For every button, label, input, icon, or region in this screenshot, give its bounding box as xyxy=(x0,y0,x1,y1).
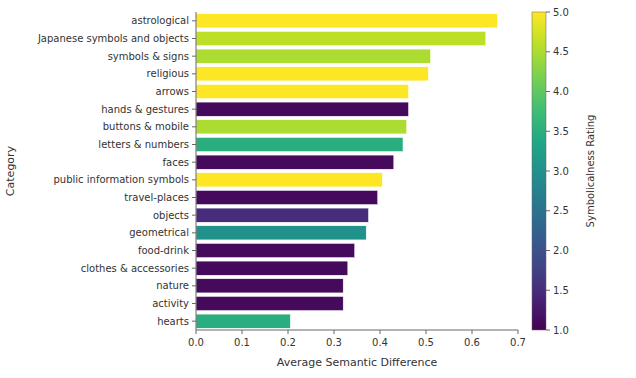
y-tick-label: travel-places xyxy=(124,192,189,203)
x-tick-label: 0.5 xyxy=(418,337,434,348)
y-tick-label: Japanese symbols and objects xyxy=(37,33,189,44)
colorbar-tick xyxy=(546,12,550,13)
bar xyxy=(196,67,428,81)
x-tick xyxy=(472,330,473,334)
x-tick-label: 0.0 xyxy=(188,337,204,348)
chart-container: 0.0 0.1 0.2 0.3 0.4 0.5 0.6 0.7 hearts activity na… xyxy=(0,0,636,378)
bar xyxy=(196,261,348,275)
bar xyxy=(196,243,355,257)
colorbar-tick-label: 4.5 xyxy=(553,46,569,57)
bar xyxy=(196,296,343,310)
bar xyxy=(196,49,431,63)
colorbar-tick xyxy=(546,51,550,52)
x-tick xyxy=(380,330,381,334)
x-tick xyxy=(334,330,335,334)
colorbar-tick-label: 2.5 xyxy=(553,205,569,216)
y-tick-label: faces xyxy=(162,157,189,168)
colorbar-tick-label: 4.0 xyxy=(553,86,569,97)
y-tick-label: buttons & mobile xyxy=(103,121,189,132)
colorbar-tick xyxy=(546,330,550,331)
x-tick xyxy=(288,330,289,334)
y-tick xyxy=(192,73,196,74)
y-tick-label: religious xyxy=(147,68,189,79)
y-tick-label: activity xyxy=(152,298,189,309)
x-tick xyxy=(518,330,519,334)
x-tick-label: 0.6 xyxy=(464,337,480,348)
y-axis-line xyxy=(196,12,197,330)
bar xyxy=(196,226,366,240)
x-tick-label: 0.3 xyxy=(326,337,342,348)
bar xyxy=(196,208,369,222)
bar xyxy=(196,155,394,169)
y-tick-label: objects xyxy=(153,210,189,221)
y-tick-label: food-drink xyxy=(138,245,189,256)
x-axis-label: Average Semantic Difference xyxy=(277,356,438,369)
colorbar-tick-label: 3.5 xyxy=(553,126,569,137)
bar xyxy=(196,102,409,116)
x-tick-label: 0.1 xyxy=(234,337,250,348)
chart-svg: 0.0 0.1 0.2 0.3 0.4 0.5 0.6 0.7 hearts activity na… xyxy=(0,0,636,378)
x-tick xyxy=(426,330,427,334)
y-tick xyxy=(192,179,196,180)
x-tick-label: 0.2 xyxy=(280,337,296,348)
y-tick xyxy=(192,38,196,39)
y-tick xyxy=(192,56,196,57)
y-tick xyxy=(192,285,196,286)
x-axis-line xyxy=(196,330,518,331)
colorbar-tick-label: 1.5 xyxy=(553,285,569,296)
y-tick xyxy=(192,215,196,216)
y-tick-label: arrows xyxy=(156,86,189,97)
y-tick xyxy=(192,144,196,145)
y-axis-label: Category xyxy=(4,145,17,196)
bar xyxy=(196,314,290,328)
x-tick xyxy=(242,330,243,334)
x-tick-label: 0.4 xyxy=(372,337,388,348)
y-tick-label: clothes & accessories xyxy=(81,263,189,274)
y-tick xyxy=(192,232,196,233)
x-tick-label: 0.7 xyxy=(510,337,526,348)
y-tick xyxy=(192,197,196,198)
y-tick xyxy=(192,321,196,322)
colorbar-tick-label: 3.0 xyxy=(553,166,569,177)
y-tick xyxy=(192,268,196,269)
colorbar-tick xyxy=(546,290,550,291)
colorbar-tick xyxy=(546,250,550,251)
colorbar-tick xyxy=(546,91,550,92)
y-tick-label: astrological xyxy=(131,15,189,26)
bar xyxy=(196,190,378,204)
y-tick xyxy=(192,109,196,110)
colorbar xyxy=(532,12,546,330)
colorbar-tick xyxy=(546,171,550,172)
bar xyxy=(196,173,382,187)
colorbar-tick xyxy=(546,210,550,211)
y-tick-label: public information symbols xyxy=(54,174,189,185)
y-tick-label: nature xyxy=(156,280,189,291)
y-tick xyxy=(192,126,196,127)
y-tick xyxy=(192,91,196,92)
colorbar-tick-label: 1.0 xyxy=(553,325,569,336)
y-tick-label: hands & gestures xyxy=(101,104,189,115)
bars xyxy=(196,14,497,328)
colorbar-tick-label: 5.0 xyxy=(553,7,569,18)
y-tick-label: letters & numbers xyxy=(98,139,189,150)
bar xyxy=(196,120,407,134)
y-tick-label: hearts xyxy=(157,316,189,327)
bar xyxy=(196,14,497,28)
y-tick xyxy=(192,162,196,163)
bar xyxy=(196,279,343,293)
colorbar-tick-label: 2.0 xyxy=(553,245,569,256)
y-tick-label: geometrical xyxy=(129,227,189,238)
bar xyxy=(196,137,403,151)
bar xyxy=(196,31,486,45)
y-tick-label: symbols & signs xyxy=(108,51,189,62)
y-tick xyxy=(192,303,196,304)
y-tick xyxy=(192,250,196,251)
colorbar-tick xyxy=(546,131,550,132)
colorbar-label: Symbolicalness Rating xyxy=(585,115,596,228)
bar xyxy=(196,84,409,98)
y-tick xyxy=(192,20,196,21)
x-tick xyxy=(196,330,197,334)
